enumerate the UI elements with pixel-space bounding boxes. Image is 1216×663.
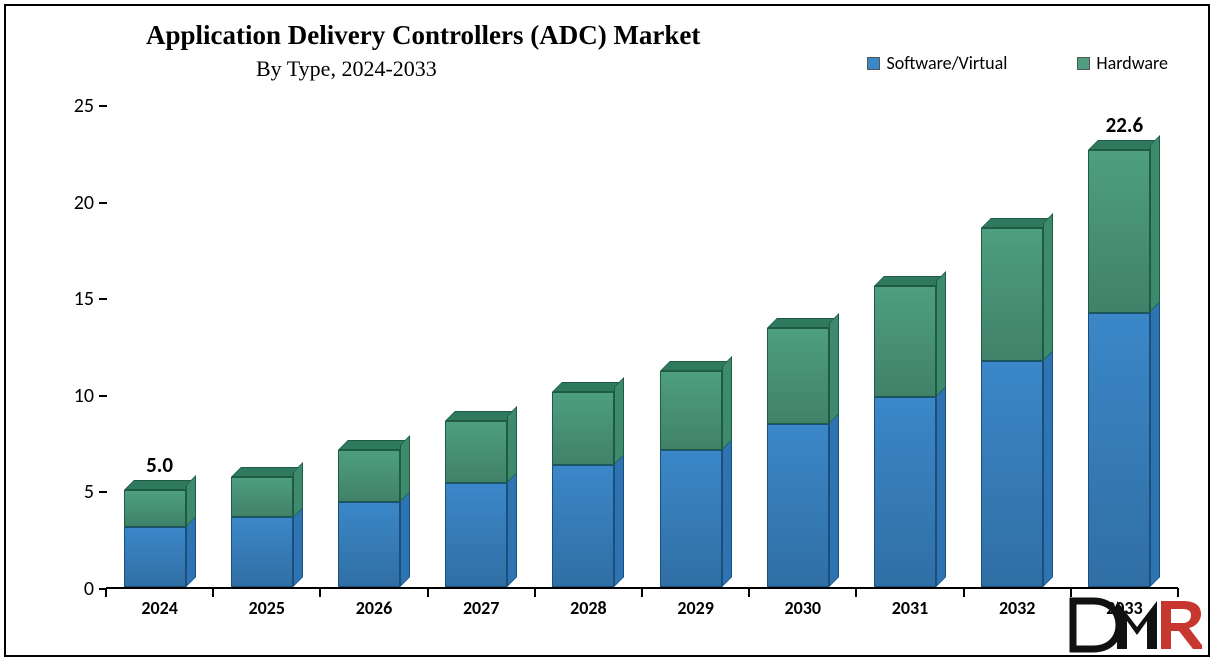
bar-segment-software-virtual — [1088, 303, 1160, 587]
data-callout: 22.6 — [1106, 112, 1144, 138]
logo-d-icon — [1073, 601, 1119, 649]
x-tick — [641, 588, 643, 597]
x-axis-category-label: 2025 — [249, 597, 286, 619]
bar-segment-software-virtual — [981, 351, 1053, 587]
bar-segment-hardware — [231, 467, 303, 518]
x-axis-category-label: 2031 — [892, 597, 929, 619]
y-tick — [99, 298, 107, 300]
legend-item-software: Software/Virtual — [867, 52, 1007, 74]
x-axis-category-label: 2027 — [463, 597, 500, 619]
logo-m-icon — [1117, 601, 1157, 649]
x-axis-category-label: 2024 — [141, 597, 178, 619]
data-callout: 5.0 — [146, 452, 173, 478]
chart-frame: Application Delivery Controllers (ADC) M… — [4, 4, 1210, 657]
x-tick — [212, 588, 214, 597]
x-axis-category-label: 2032 — [999, 597, 1036, 619]
bar-segment-software-virtual — [338, 492, 410, 587]
x-axis-category-label: 2029 — [677, 597, 714, 619]
legend-item-hardware: Hardware — [1077, 52, 1168, 74]
y-axis-tick-label: 10 — [74, 384, 94, 408]
bar-segment-hardware — [338, 440, 410, 502]
y-axis-tick-label: 25 — [74, 94, 94, 118]
plot-area: 5.0 22.6 — [106, 106, 1178, 589]
bar-segment-software-virtual — [231, 507, 303, 587]
bar-segment-hardware — [552, 382, 624, 465]
x-tick — [748, 588, 750, 597]
y-axis-tick-label: 15 — [74, 287, 94, 311]
bar-segment-software-virtual — [445, 473, 517, 587]
x-axis-category-label: 2026 — [356, 597, 393, 619]
x-tick — [534, 588, 536, 597]
y-axis-tick-label: 20 — [74, 191, 94, 215]
x-tick — [105, 588, 107, 597]
bar-segment-hardware — [767, 318, 839, 424]
logo-r-icon — [1161, 601, 1202, 649]
legend: Software/Virtual Hardware — [867, 52, 1168, 74]
x-tick — [963, 588, 965, 597]
chart-title: Application Delivery Controllers (ADC) M… — [146, 20, 700, 51]
legend-label-software: Software/Virtual — [886, 52, 1007, 74]
bar-segment-hardware — [660, 361, 732, 450]
legend-label-hardware: Hardware — [1096, 52, 1168, 74]
y-tick — [99, 105, 107, 107]
x-axis-category-label: 2028 — [570, 597, 607, 619]
chart-subtitle: By Type, 2024-2033 — [256, 56, 437, 82]
bar-segment-software-virtual — [767, 414, 839, 587]
bar-segment-hardware — [981, 218, 1053, 361]
x-tick — [855, 588, 857, 597]
bar-segment-software-virtual — [552, 455, 624, 587]
legend-swatch-hardware — [1077, 57, 1090, 70]
y-tick — [99, 395, 107, 397]
bar-segment-hardware — [124, 480, 196, 527]
bar-segment-hardware — [445, 411, 517, 483]
bar-segment-software-virtual — [124, 517, 196, 587]
bar-segment-hardware — [874, 276, 946, 397]
dmr-logo — [1067, 595, 1202, 655]
y-tick — [99, 491, 107, 493]
y-tick — [99, 202, 107, 204]
bars-container: 5.0 22.6 — [106, 106, 1178, 589]
x-tick — [427, 588, 429, 597]
y-axis-tick-label: 0 — [84, 577, 94, 601]
y-axis-tick-label: 5 — [84, 480, 94, 504]
x-tick — [319, 588, 321, 597]
bar-segment-software-virtual — [660, 440, 732, 587]
legend-swatch-software — [867, 57, 880, 70]
bar-segment-hardware — [1088, 140, 1160, 312]
x-axis-labels: 2024202520262027202820292030203120322033 — [106, 597, 1178, 621]
y-axis-labels: 0510152025 — [56, 106, 100, 589]
x-axis-category-label: 2030 — [785, 597, 822, 619]
bar-segment-software-virtual — [874, 387, 946, 587]
